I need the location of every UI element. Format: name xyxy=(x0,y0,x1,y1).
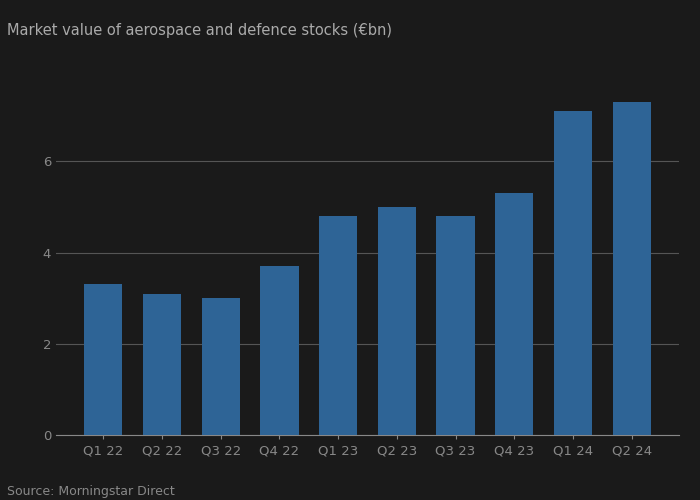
Bar xyxy=(202,298,240,435)
Bar xyxy=(612,102,651,435)
Bar xyxy=(143,294,181,435)
Bar xyxy=(437,216,475,435)
Bar xyxy=(84,284,122,435)
Text: Market value of aerospace and defence stocks (€bn): Market value of aerospace and defence st… xyxy=(7,23,392,38)
Text: Source: Morningstar Direct: Source: Morningstar Direct xyxy=(7,485,175,498)
Bar xyxy=(319,216,357,435)
Bar xyxy=(378,207,416,435)
Bar xyxy=(495,193,533,435)
Bar xyxy=(260,266,298,435)
Bar xyxy=(554,111,592,435)
